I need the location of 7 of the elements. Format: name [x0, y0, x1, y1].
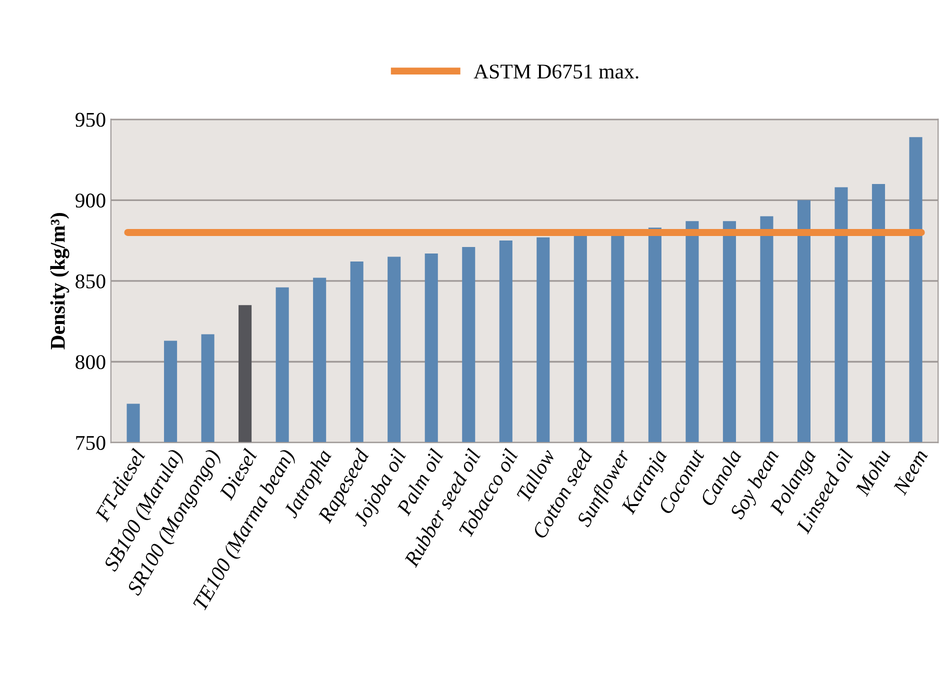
y-tick-label: 950 [75, 112, 106, 127]
y-tick-label: 850 [76, 274, 106, 288]
y-tick-label: 900 [75, 194, 106, 208]
legend-label: ASTM D6751 max. [474, 64, 638, 79]
y-tick-label: 750 [76, 436, 106, 450]
y-tick-label: 800 [76, 355, 106, 370]
y-axis-title: Density (kg/m³) [50, 213, 70, 350]
